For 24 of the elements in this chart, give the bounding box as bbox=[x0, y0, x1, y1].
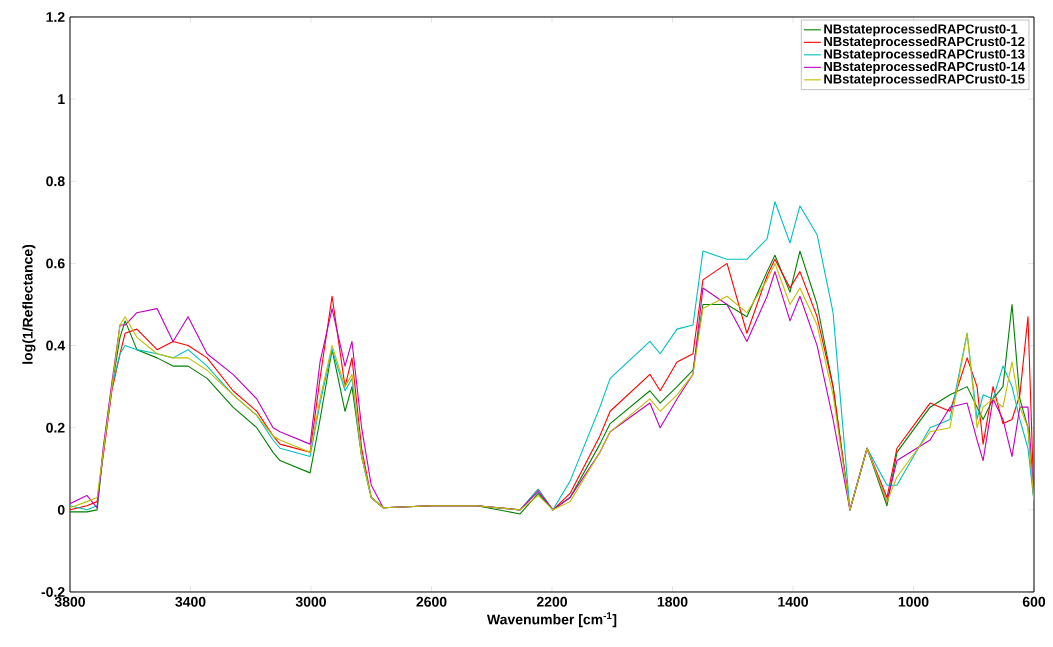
legend-label: NBstateprocessedRAPCrust0-15 bbox=[824, 74, 1025, 87]
x-tick-label: 3000 bbox=[295, 596, 326, 607]
y-tick-label: 0.4 bbox=[46, 340, 66, 351]
y-tick-label: -0.2 bbox=[41, 587, 65, 597]
y-tick-label: 0.8 bbox=[46, 176, 65, 187]
x-tick-label: 2200 bbox=[536, 596, 567, 607]
y-tick-label: 0.2 bbox=[46, 422, 65, 433]
x-tick-label: 1000 bbox=[898, 596, 929, 607]
y-tick-label: 1.2 bbox=[46, 12, 65, 22]
y-tick-label: 1 bbox=[58, 94, 65, 104]
y-tick-label: 0 bbox=[57, 504, 65, 515]
x-tick-label: 600 bbox=[1022, 596, 1046, 607]
legend-label: NBstateprocessedRAPCrust0-13 bbox=[824, 49, 1025, 62]
y-axis-title: log(1/Reflectance) bbox=[22, 244, 36, 364]
y-tick-label: 0.6 bbox=[46, 258, 65, 269]
legend-label: NBstateprocessedRAPCrust0-12 bbox=[824, 36, 1025, 49]
x-tick-label: 3400 bbox=[175, 596, 206, 607]
legend-label: NBstateprocessedRAPCrust0-14 bbox=[824, 61, 1025, 74]
x-axis-title: Wavenumber [cm$^{-1}$] bbox=[486, 612, 617, 628]
x-tick-label: 3800 bbox=[54, 596, 85, 607]
x-tick-label: 1400 bbox=[778, 596, 808, 607]
x-tick-label: 2600 bbox=[416, 596, 447, 607]
x-tick-label: 1800 bbox=[657, 596, 688, 607]
legend-label: NBstateprocessedRAPCrust0-1 bbox=[824, 24, 1018, 37]
